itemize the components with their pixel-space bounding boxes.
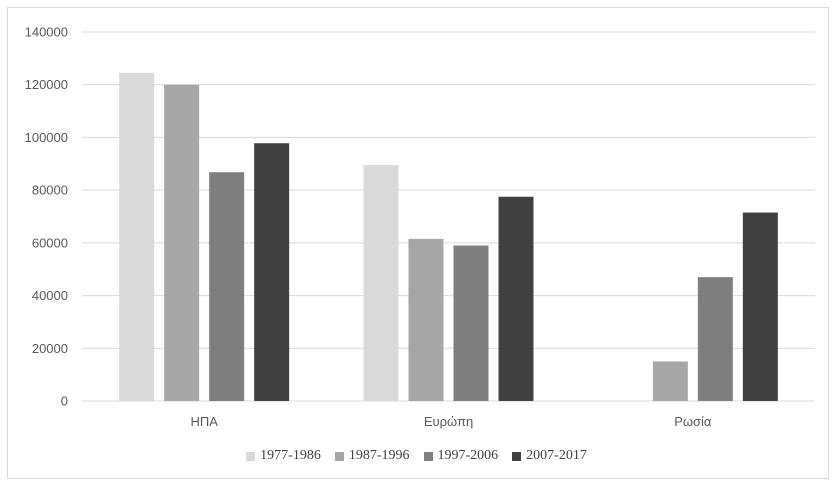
bar — [498, 196, 534, 401]
chart-legend: 1977-1986 1987-1996 1997-2006 2007-2017 — [0, 448, 833, 464]
legend-item: 1997-2006 — [423, 448, 499, 464]
legend-swatch — [512, 451, 522, 461]
y-tick-label: 60000 — [32, 235, 68, 250]
legend-item: 1987-1996 — [334, 448, 410, 464]
bar — [164, 84, 200, 401]
bar — [742, 212, 778, 401]
y-tick-label: 80000 — [32, 183, 68, 198]
bar — [408, 238, 444, 401]
legend-item: 2007-2017 — [512, 448, 587, 464]
y-tick-label: 100000 — [25, 130, 68, 145]
bar — [119, 72, 155, 401]
x-category-label: ΗΠΑ — [190, 414, 218, 429]
legend-swatch — [423, 451, 433, 461]
legend-label: 1997-2006 — [437, 448, 499, 463]
legend-label: 1977-1986 — [260, 448, 321, 463]
legend-item: 1977-1986 — [246, 448, 321, 464]
bar — [363, 165, 399, 401]
bar — [652, 361, 688, 401]
bar — [254, 143, 290, 401]
legend-label: 2007-2017 — [526, 448, 587, 463]
x-category-label: Ρωσία — [674, 414, 712, 429]
bar — [209, 172, 245, 401]
legend-label: 1987-1996 — [348, 448, 410, 463]
bar — [697, 277, 733, 401]
bar — [453, 245, 489, 401]
y-tick-label: 0 — [61, 394, 68, 409]
x-category-label: Ευρώπη — [424, 414, 473, 429]
y-tick-label: 40000 — [32, 288, 68, 303]
y-tick-label: 140000 — [25, 25, 68, 40]
legend-swatch — [334, 451, 344, 461]
y-tick-label: 20000 — [32, 341, 68, 356]
y-tick-label: 120000 — [25, 77, 68, 92]
legend-swatch — [246, 451, 256, 461]
